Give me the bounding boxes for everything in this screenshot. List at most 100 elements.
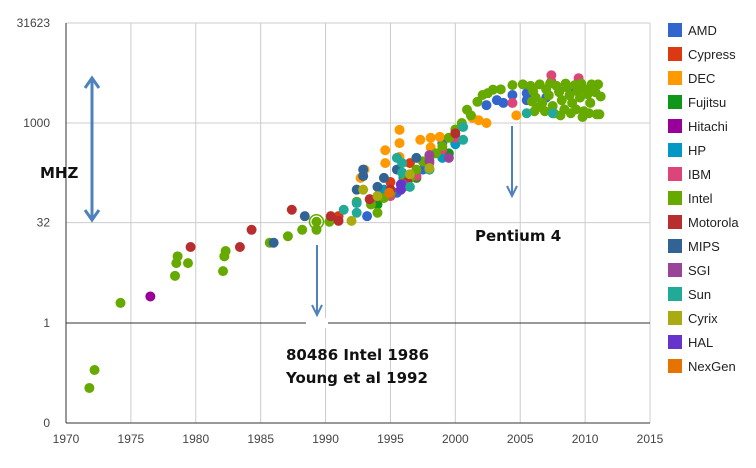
data-point-intel	[564, 90, 575, 101]
data-point-sun	[521, 108, 532, 119]
data-point-dec	[394, 138, 405, 149]
legend-swatch-hal	[668, 335, 682, 349]
data-point-intel	[594, 109, 605, 120]
legend-label-cypress: Cypress	[688, 47, 736, 62]
gridlines	[65, 22, 651, 424]
data-point-cyrix	[346, 215, 357, 226]
legend-label-hitachi: Hitachi	[688, 119, 728, 134]
data-point-intel	[372, 207, 383, 218]
data-point-intel	[89, 365, 100, 376]
legend-swatch-dec	[668, 71, 682, 85]
data-point-amd	[498, 97, 509, 108]
highlighted-point-ring	[308, 214, 325, 230]
data-point-mips	[299, 211, 310, 222]
data-point-intel	[297, 224, 308, 235]
data-point-intel	[282, 231, 293, 242]
data-point-sun	[458, 122, 469, 133]
legend-label-motorola: Motorola	[688, 215, 739, 230]
legend-swatch-hitachi	[668, 119, 682, 133]
data-point-intel	[311, 224, 322, 235]
legend-swatch-mips	[668, 239, 682, 253]
legend-label-amd: AMD	[688, 23, 717, 38]
data-point-intel	[571, 104, 582, 115]
legend-swatch-cypress	[668, 47, 682, 61]
annotation-80486: 80486 Intel 1986	[286, 346, 429, 364]
legend-swatch-hp	[668, 143, 682, 157]
data-point-intel	[84, 382, 95, 393]
x-tick-label: 1980	[182, 432, 209, 446]
data-point-dec	[415, 134, 426, 145]
data-point-sgi	[443, 152, 454, 163]
data-point-dec	[394, 124, 405, 135]
data-point-intel	[218, 266, 229, 277]
y-tick-label: 0	[43, 416, 50, 430]
data-point-intel	[576, 78, 587, 89]
annotation-gap	[306, 318, 328, 328]
legend-swatch-ibm	[668, 167, 682, 181]
legend-label-sgi: SGI	[688, 263, 710, 278]
x-tick-label: 1985	[247, 432, 274, 446]
data-point-dec	[380, 145, 391, 156]
data-point-cyrix	[358, 184, 369, 195]
legend-label-fujitsu: Fujitsu	[688, 95, 726, 110]
legend-swatch-cyrix	[668, 311, 682, 325]
data-point-intel	[543, 90, 554, 101]
data-point-intel	[115, 297, 126, 308]
data-point-sun	[547, 108, 558, 119]
data-point-intel	[487, 84, 498, 95]
data-point-intel	[472, 96, 483, 107]
data-point-amd	[507, 89, 518, 100]
x-tick-label: 1995	[377, 432, 404, 446]
data-point-intel	[556, 95, 567, 106]
x-tick-label: 2000	[442, 432, 469, 446]
data-point-mips	[358, 171, 369, 182]
y-tick-label: 1	[43, 316, 50, 330]
data-point-intel	[574, 92, 585, 103]
legend-label-sun: Sun	[688, 287, 711, 302]
data-point-intel	[172, 251, 183, 262]
annotation-pentium4: Pentium 4	[475, 227, 561, 245]
legend-label-mips: MIPS	[688, 239, 720, 254]
data-point-dec	[481, 117, 492, 128]
data-point-cyrix	[404, 169, 415, 180]
data-point-intel	[585, 97, 596, 108]
data-point-nexgen	[384, 187, 395, 198]
legend-label-cyrix: Cyrix	[688, 311, 718, 326]
data-point-intel	[545, 78, 556, 89]
x-tick-label: 1975	[118, 432, 145, 446]
data-point-dec	[425, 132, 436, 143]
data-point-intel	[170, 270, 181, 281]
data-point-intel	[554, 87, 565, 98]
data-point-intel	[182, 258, 193, 269]
data-point-intel	[465, 110, 476, 121]
data-point-cyrix	[424, 163, 435, 174]
data-point-sgi	[424, 155, 435, 166]
legend: AMD Cypress DEC Fujitsu Hitachi HP IBM Intel Mot…	[668, 23, 739, 374]
data-point-sun	[351, 207, 362, 218]
data-point-dec	[511, 110, 522, 121]
data-point-motorola	[286, 204, 297, 215]
data-point-intel	[517, 79, 528, 90]
data-point-sun	[397, 167, 408, 178]
legend-swatch-motorola	[668, 215, 682, 229]
double-arrow-annotation	[83, 75, 101, 223]
x-tick-label: 2005	[507, 432, 534, 446]
data-point-dec	[434, 131, 445, 142]
data-point-cyrix	[372, 191, 383, 202]
legend-label-ibm: IBM	[688, 167, 711, 182]
data-point-intel	[595, 91, 606, 102]
legend-swatch-nexgen	[668, 359, 682, 373]
data-point-dec	[380, 158, 391, 169]
data-point-motorola	[234, 241, 245, 252]
data-point-motorola	[333, 215, 344, 226]
data-point-mips	[411, 152, 422, 163]
legend-label-nexgen: NexGen	[688, 359, 736, 374]
data-point-intel	[507, 80, 518, 91]
data-point-sun	[404, 181, 415, 192]
legend-label-intel: Intel	[688, 191, 713, 206]
legend-swatch-amd	[668, 23, 682, 37]
data-point-hitachi	[145, 291, 156, 302]
legend-swatch-sgi	[668, 263, 682, 277]
data-point-amd	[481, 100, 492, 111]
